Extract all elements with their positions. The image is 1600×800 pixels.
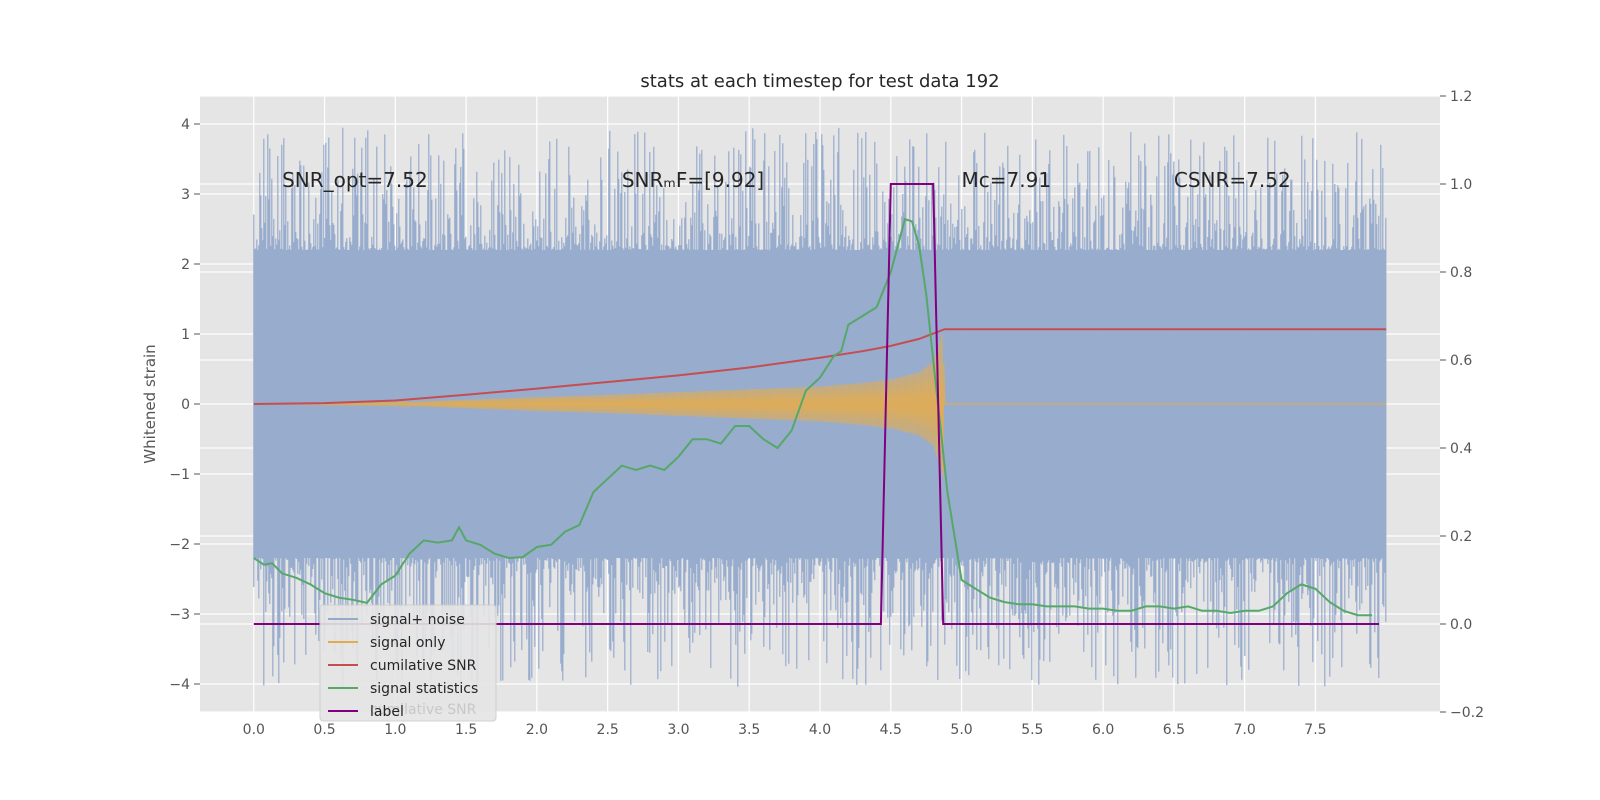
y-tick-label-right: 0.4 — [1450, 441, 1472, 457]
annotation-text: Mᴄ=7.91 — [962, 168, 1052, 192]
legend: cumilative SNR signal+ noise signal only cu… — [319, 604, 497, 722]
y-tick-label-right: 1.2 — [1450, 89, 1472, 105]
x-tick-label: 3.5 — [738, 722, 760, 738]
legend-label: label — [370, 704, 404, 720]
y-tick-label-left: 1 — [181, 327, 190, 343]
y-tick-label-left: −2 — [169, 537, 190, 553]
series-cumilative-snr — [253, 328, 1387, 405]
series-label — [253, 183, 1380, 625]
x-tick-label: 3.0 — [667, 722, 689, 738]
y-tick-label-right: −0.2 — [1450, 705, 1484, 721]
y-tick-label-left: 2 — [181, 257, 190, 273]
legend-label: signal only — [370, 635, 445, 651]
x-tick-label: 1.5 — [455, 722, 477, 738]
y-tick-label-left: 3 — [181, 187, 190, 203]
legend-label: signal statistics — [370, 681, 478, 697]
y-tick-label-right: 0.2 — [1450, 529, 1472, 545]
legend-ghost-text: cumilative SNR — [370, 702, 477, 718]
chart-title: stats at each timestep for test data 192 — [640, 71, 999, 92]
y-tick-label-right: 0.8 — [1450, 265, 1472, 281]
x-tick-label: 5.5 — [1021, 722, 1043, 738]
series-signal-only — [253, 334, 1386, 477]
annotation-text: SNRₘF=[9.92] — [622, 168, 764, 192]
ticks: 0.0 0.5 1.0 1.5 2.0 2.5 3.0 3.5 4.0 4.5 5.0 5.5 6.0 6… — [169, 89, 1484, 738]
legend-label: signal+ noise — [370, 612, 465, 628]
y-tick-label-left: 0 — [181, 397, 190, 413]
annotation-text: SNR_opt=7.52 — [282, 168, 428, 192]
x-tick-label: 5.0 — [950, 722, 972, 738]
x-tick-label: 0.5 — [313, 722, 335, 738]
y-tick-label-left: −4 — [169, 677, 190, 693]
x-tick-label: 1.0 — [384, 722, 406, 738]
y-tick-label-right: 0.0 — [1450, 617, 1472, 633]
x-tick-label: 7.5 — [1304, 722, 1326, 738]
x-tick-label: 6.0 — [1092, 722, 1114, 738]
x-tick-label: 6.5 — [1163, 722, 1185, 738]
data-layer — [253, 127, 1387, 688]
legend-label: cumilative SNR — [370, 658, 477, 674]
y-axis-label-left: Whitened strain — [141, 344, 159, 463]
y-tick-label-right: 1.0 — [1450, 177, 1472, 193]
annotations: SNR_opt=7.52 SNRₘF=[9.92] Mᴄ=7.91 CSNR=7.52 — [282, 168, 1291, 192]
y-tick-label-left: 4 — [181, 117, 190, 133]
series-signal-statistics — [253, 217, 1373, 617]
x-tick-label: 2.0 — [526, 722, 548, 738]
x-tick-label: 7.0 — [1234, 722, 1256, 738]
legend-box — [319, 604, 497, 722]
y-tick-label-left: −1 — [169, 467, 190, 483]
x-tick-label: 0.0 — [243, 722, 265, 738]
x-tick-label: 4.5 — [880, 722, 902, 738]
y-tick-label-right: 0.6 — [1450, 353, 1472, 369]
x-tick-label: 2.5 — [597, 722, 619, 738]
x-tick-label: 4.0 — [809, 722, 831, 738]
annotation-text: CSNR=7.52 — [1174, 168, 1291, 192]
y-tick-label-left: −3 — [169, 607, 190, 623]
